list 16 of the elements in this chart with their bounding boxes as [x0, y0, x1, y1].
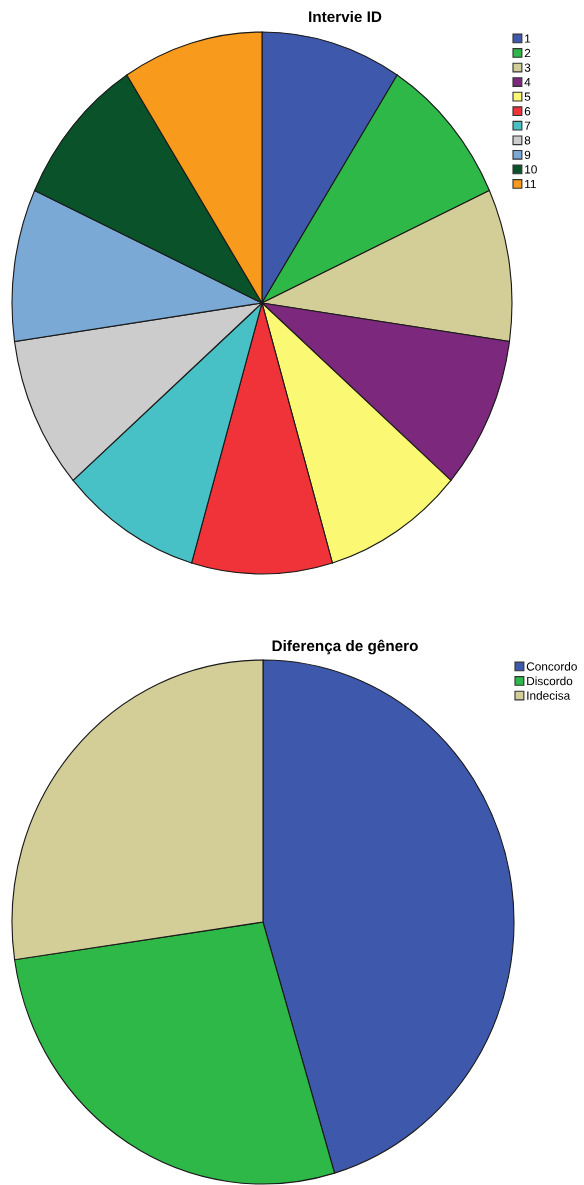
legend-label: 6	[524, 107, 531, 116]
legend-label: 1	[525, 34, 531, 43]
legend-label: Indecisa	[527, 691, 571, 700]
legend-label: 4	[524, 78, 531, 87]
legend-label: Discordo	[527, 676, 573, 686]
chart-title: Diferença de gênero	[272, 639, 418, 655]
chart-title: Intervie ID	[309, 10, 382, 23]
legend-label: 7	[524, 121, 531, 130]
legend-label: 3	[524, 63, 531, 72]
legend-label: 2	[524, 48, 531, 58]
legend-label: 10	[525, 165, 537, 174]
legend-label: Concordo	[526, 662, 577, 671]
legend-label: 9	[524, 150, 531, 160]
legend-label: 5	[524, 92, 531, 101]
legend-label: 8	[524, 136, 531, 145]
legend-label: 11	[525, 179, 536, 189]
